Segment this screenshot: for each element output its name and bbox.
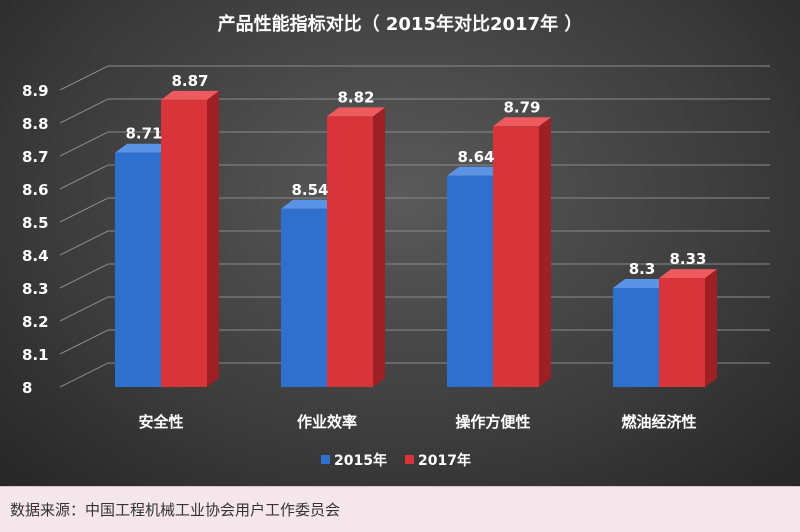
legend-label-2017: 2017年: [418, 452, 471, 469]
x-axis-ticks: 安全性 作业效率 操作方便性 燃油经济性: [138, 413, 696, 431]
y-tick-label: 8: [22, 379, 32, 397]
bar-front: [161, 99, 207, 388]
bar-front: [115, 152, 161, 387]
legend-label-2015: 2015年: [334, 452, 387, 469]
bar-top: [659, 269, 717, 279]
bar-front: [281, 208, 327, 387]
data-label: 8.82: [337, 88, 374, 106]
legend: 2015年 2017年: [321, 452, 471, 469]
bar-top: [613, 279, 671, 288]
bar-top: [115, 143, 173, 153]
bar-side: [207, 90, 219, 388]
gridline: [59, 65, 770, 91]
x-tick-label: 燃油经济性: [621, 413, 696, 431]
y-tick-label: 8.8: [22, 115, 49, 133]
source-note: 数据来源：中国工程机械工业协会用户工作委员会: [10, 501, 341, 519]
data-label: 8.64: [457, 148, 494, 166]
y-tick-label: 8.2: [22, 313, 49, 331]
bar: [161, 90, 219, 388]
data-labels: 8.71 8.87 8.54 8.82 8.64 8.79 8.3 8.33: [125, 72, 706, 278]
bar: [327, 107, 385, 388]
y-tick-label: 8.7: [22, 148, 49, 166]
data-label: 8.3: [629, 260, 656, 278]
y-tick-label: 8.4: [22, 247, 49, 265]
bar-front: [447, 175, 493, 387]
bar-side: [373, 107, 385, 388]
gridlines: [59, 65, 770, 388]
bars: [115, 90, 717, 388]
bar-side: [539, 117, 551, 388]
y-tick-label: 8.3: [22, 280, 49, 298]
data-label: 8.54: [291, 181, 328, 199]
legend-swatch-2015: [321, 455, 330, 464]
gridline: [59, 98, 770, 124]
bar-chart: 产品性能指标对比（ 2015年对比2017年 ） 8 8.1 8.2 8.3 8.4 8.…: [22, 13, 770, 469]
y-tick-label: 8.5: [22, 214, 49, 232]
y-tick-label: 8.1: [22, 346, 49, 364]
bar-front: [327, 116, 373, 388]
chart-title: 产品性能指标对比（ 2015年对比2017年 ）: [218, 13, 583, 35]
x-tick-label: 操作方便性: [455, 413, 530, 431]
chart-area: 产品性能指标对比（ 2015年对比2017年 ） 8 8.1 8.2 8.3 8.4 8.…: [0, 0, 800, 486]
x-tick-label: 作业效率: [297, 413, 357, 431]
y-tick-label: 8.9: [22, 82, 49, 100]
bar-top: [161, 90, 219, 100]
legend-swatch-2017: [405, 455, 414, 464]
bar-front: [659, 278, 705, 387]
data-label: 8.71: [125, 125, 162, 143]
x-tick-label: 安全性: [138, 413, 183, 431]
data-label: 8.33: [669, 250, 706, 268]
bar-side: [705, 269, 717, 387]
bar-front: [493, 126, 539, 388]
source-bar: 数据来源：中国工程机械工业协会用户工作委员会: [0, 486, 800, 532]
bar-top: [327, 107, 385, 117]
bar-top: [447, 166, 505, 176]
data-label: 8.87: [171, 72, 208, 90]
y-tick-label: 8.6: [22, 181, 49, 199]
bar-top: [493, 117, 551, 127]
bar-top: [281, 199, 339, 209]
bar-front: [613, 288, 659, 387]
data-label: 8.79: [503, 98, 540, 116]
y-axis-ticks: 8 8.1 8.2 8.3 8.4 8.5 8.6 8.7 8.8 8.9: [22, 82, 49, 397]
bar: [493, 117, 551, 388]
bar: [659, 269, 717, 387]
